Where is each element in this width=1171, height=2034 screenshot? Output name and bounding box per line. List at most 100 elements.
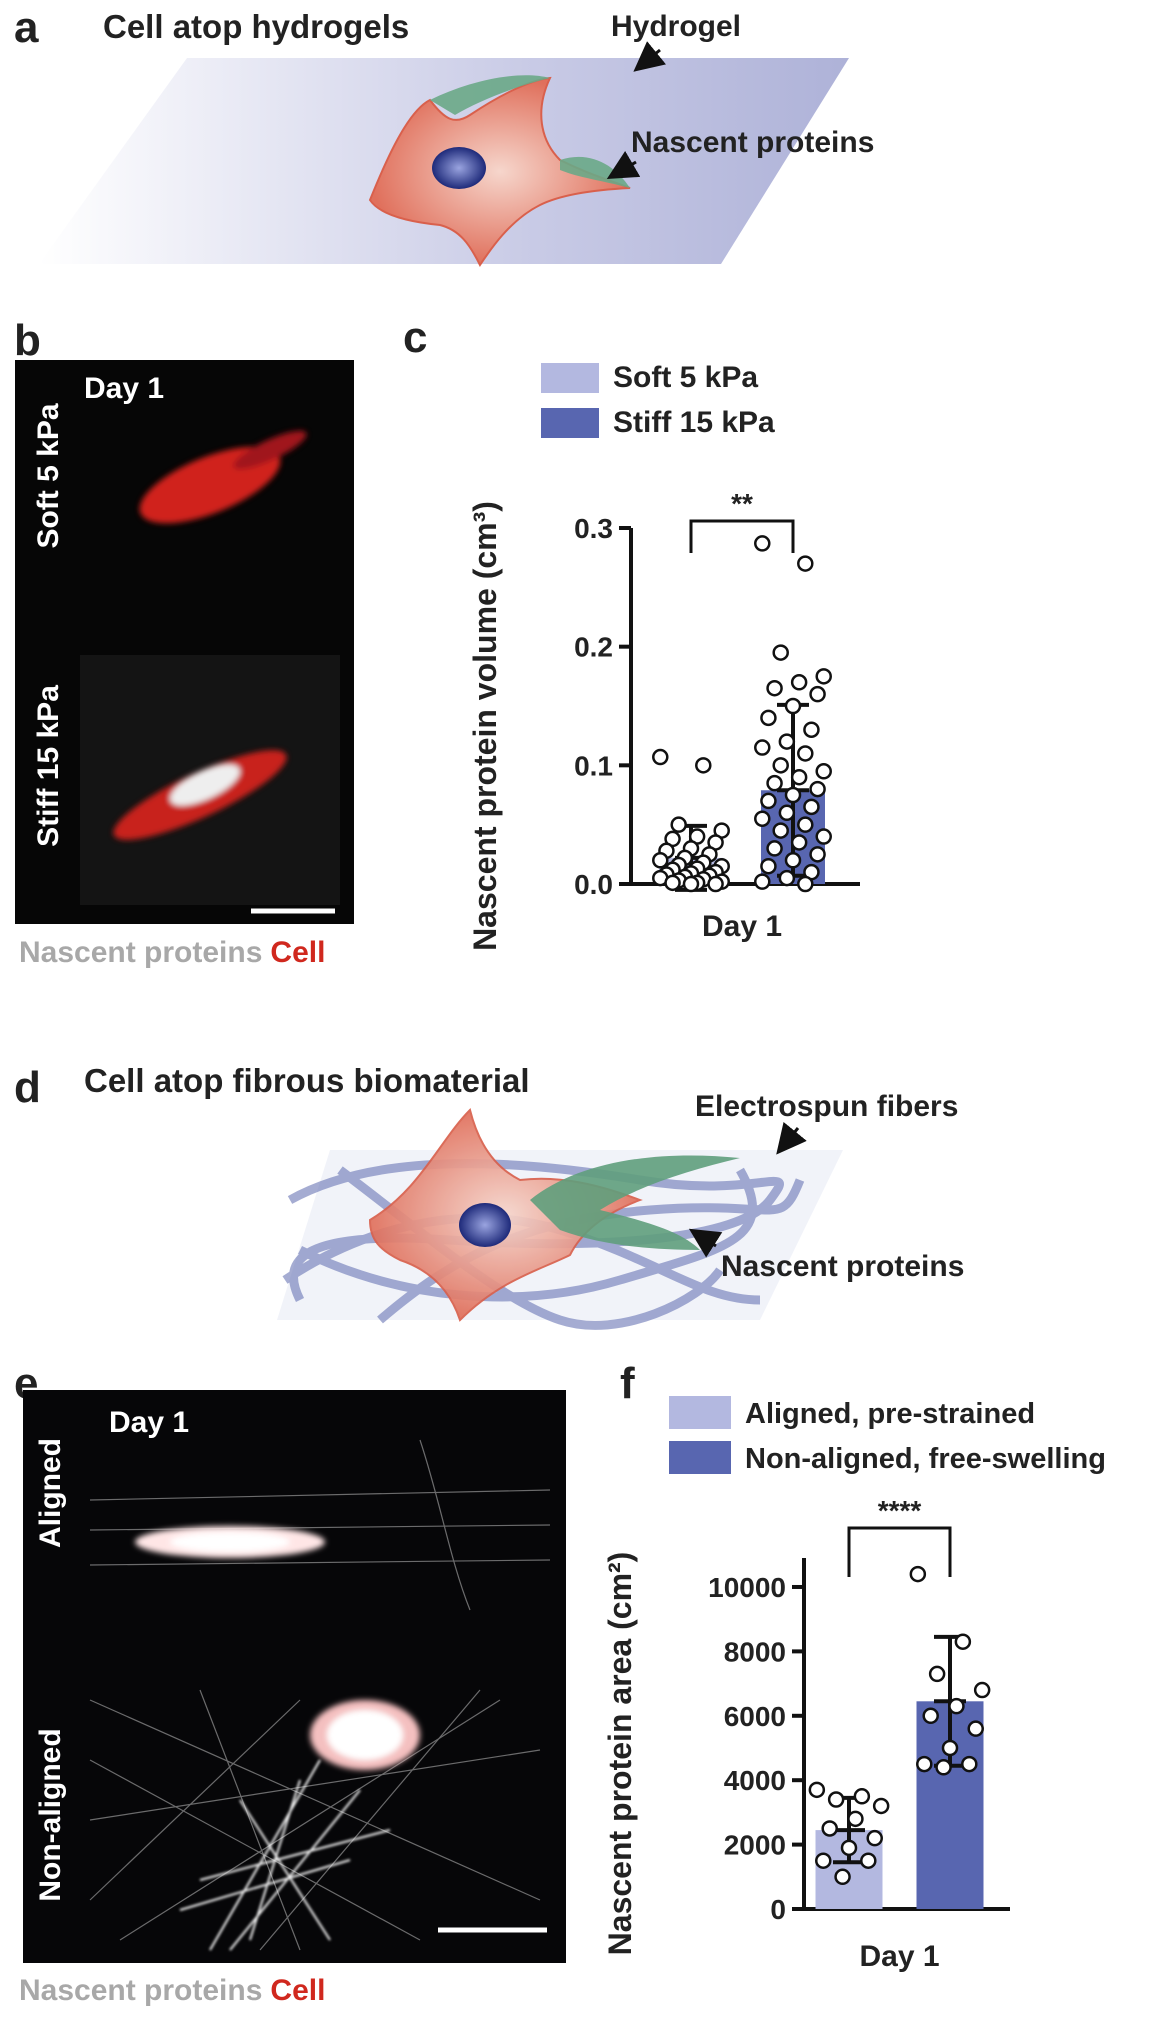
cell-image	[113, 430, 307, 840]
data-point	[941, 1739, 959, 1757]
nascent-proteins	[430, 75, 550, 115]
data-point	[827, 1791, 845, 1808]
nucleus	[432, 147, 486, 189]
annotation: Nascent proteins	[721, 1250, 964, 1283]
data-point	[803, 721, 820, 738]
legend-label: Stiff 15 kPa	[613, 406, 775, 439]
data-point	[766, 679, 783, 697]
micrograph	[23, 1390, 566, 1963]
data-point	[778, 804, 796, 822]
panel-letter: d	[14, 1063, 41, 1112]
fiber-image	[179, 1759, 391, 1951]
legend-swatch	[669, 1441, 731, 1474]
legend-label: Non-aligned, free-swelling	[745, 1443, 1106, 1475]
y-tick-label: 0.2	[574, 632, 613, 663]
data-point	[754, 810, 771, 827]
data-point	[652, 852, 669, 869]
y-tick-label: 0.3	[574, 513, 613, 544]
data-point	[652, 748, 669, 766]
row-label: Non-aligned	[34, 1728, 67, 1901]
data-point	[815, 828, 832, 845]
data-point	[784, 786, 802, 804]
data-point	[766, 840, 783, 857]
y-tick-label: 6000	[724, 1701, 786, 1732]
data-point	[809, 780, 826, 798]
x-tick-label: Day 1	[702, 910, 782, 943]
panel-letter: f	[620, 1359, 635, 1408]
data-point	[834, 1868, 851, 1886]
data-point	[754, 873, 771, 890]
significance-bracket	[689, 519, 795, 553]
data-point	[760, 792, 777, 810]
row-label: Soft 5 kPa	[32, 403, 65, 548]
data-point	[766, 774, 783, 792]
data-point	[815, 668, 832, 685]
legend-swatch	[541, 363, 599, 393]
data-point	[954, 1633, 972, 1650]
data-point	[797, 745, 814, 762]
fiber-image	[89, 1439, 551, 1951]
data-point	[860, 1852, 877, 1869]
row-label: Aligned	[34, 1438, 67, 1548]
y-tick-label: 0	[770, 1894, 786, 1925]
data-point	[797, 816, 814, 833]
panel-d: d Cell atop fibrous biomaterial Electros…	[14, 1062, 964, 1330]
panel-letter: c	[403, 313, 427, 362]
nucleus	[459, 1203, 511, 1247]
legend-swatch	[669, 1396, 731, 1429]
data-point	[808, 1781, 826, 1799]
panel-a: a Cell atop hydrogels Hydrogel Nascent p…	[14, 3, 874, 267]
data-point	[797, 875, 814, 893]
data-point	[772, 822, 789, 839]
data-point	[790, 674, 808, 691]
data-point	[707, 875, 724, 893]
data-point	[909, 1565, 927, 1583]
data-point	[815, 763, 832, 780]
day-label: Day 1	[84, 372, 164, 405]
data-point	[821, 1820, 838, 1837]
data-point	[853, 1788, 871, 1805]
caption-part: Cell	[270, 936, 325, 969]
caption-part: Nascent proteins	[19, 1974, 262, 2007]
data-point	[695, 757, 712, 774]
data-point	[967, 1720, 984, 1737]
caption-part: Nascent proteins	[19, 936, 262, 969]
data-point	[790, 834, 808, 851]
data-point	[760, 857, 777, 875]
data-point	[973, 1681, 991, 1699]
data-point	[778, 869, 796, 887]
data-point	[754, 535, 771, 552]
arrow	[688, 1228, 723, 1258]
data-point	[772, 644, 789, 661]
panel-title: Cell atop hydrogels	[103, 8, 409, 45]
significance-label: ****	[878, 1495, 922, 1526]
y-tick-label: 0.0	[574, 869, 613, 900]
panel-b: b Day 1 Soft 5 kPa Stiff 15 kPa Nascent …	[14, 316, 354, 969]
data-point	[784, 852, 802, 869]
y-axis-label: Nascent protein volume (cm³)	[467, 501, 503, 951]
data-point	[815, 1852, 832, 1869]
legend-swatch	[541, 408, 599, 438]
data-point	[803, 798, 820, 816]
arrow	[633, 41, 667, 72]
data-point	[760, 709, 777, 727]
panel-e: e Day 1 Aligned Non-aligned Nascent prot…	[14, 1359, 566, 2007]
arrow	[776, 1121, 807, 1155]
y-tick-label: 4000	[724, 1765, 786, 1796]
x-tick-label: Day 1	[859, 1940, 939, 1973]
data-point	[797, 555, 814, 572]
y-axis-label: Nascent protein area (cm²)	[602, 1552, 638, 1956]
data-point	[790, 768, 808, 786]
data-point	[872, 1797, 890, 1815]
data-point	[682, 875, 700, 893]
data-point	[772, 757, 789, 774]
data-point	[784, 697, 802, 715]
legend-label: Aligned, pre-strained	[745, 1398, 1035, 1430]
data-point	[670, 816, 687, 833]
data-point	[866, 1829, 883, 1847]
data-point	[754, 739, 771, 756]
annotation: Nascent proteins	[631, 126, 874, 159]
data-point	[840, 1839, 858, 1857]
data-point	[809, 846, 826, 863]
